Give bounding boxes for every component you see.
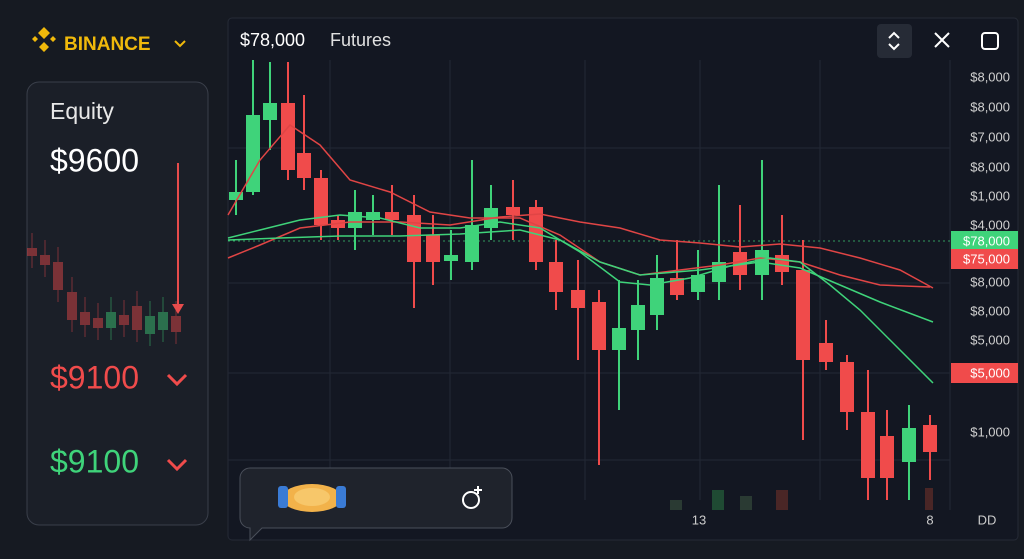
candle-body: [819, 343, 833, 362]
x-axis-label: 8: [926, 512, 933, 527]
x-axis-label: 13: [692, 512, 706, 527]
price-red: $9100: [50, 359, 139, 395]
candle-body: [348, 212, 362, 228]
candles: [229, 60, 937, 500]
candle-body: [444, 255, 458, 261]
y-axis-label: $8,000: [970, 274, 1010, 289]
y-axis-label: $8,000: [970, 303, 1010, 318]
mini-body: [67, 292, 77, 320]
ma-green: [227, 214, 934, 384]
down-arrow-head: [172, 304, 184, 314]
chart-panel: [227, 17, 1019, 541]
candle-body: [229, 192, 243, 200]
price-tag: [951, 363, 1018, 383]
maximize-button[interactable]: [981, 32, 999, 50]
y-axis-label: $1,000: [970, 188, 1010, 203]
sort-button[interactable]: [877, 24, 912, 58]
mini-body: [171, 316, 181, 332]
equity-value: $9600: [50, 142, 139, 178]
chart-price: $78,000: [240, 30, 305, 50]
candle-body: [631, 305, 645, 330]
candle-body: [691, 275, 705, 292]
candle-body: [670, 278, 684, 295]
y-axis-label: $4,000: [970, 217, 1010, 232]
price-tag-label: $75,000: [963, 251, 1010, 266]
mini-body: [53, 262, 63, 290]
candle-body: [314, 178, 328, 225]
y-axis-label: $8,000: [970, 69, 1010, 84]
x-axis-label: DD: [978, 512, 997, 527]
candle-body: [366, 212, 380, 220]
close-button[interactable]: [934, 32, 950, 48]
volume: [670, 488, 933, 510]
candle-body: [612, 328, 626, 350]
y-axis: $8,000 $8,000 $7,000 $8,000 $1,000 $4,000 $8,0…: [951, 69, 1018, 439]
mini-body: [145, 316, 155, 334]
candle-body: [246, 115, 260, 192]
price-green: $9100: [50, 443, 139, 479]
candle-body: [861, 412, 875, 478]
ma-red: [227, 213, 934, 289]
sort-icon: [888, 31, 900, 51]
chart-label: Futures: [330, 30, 391, 50]
candle-body: [297, 153, 311, 178]
mini-body: [158, 312, 168, 330]
candle-body: [650, 278, 664, 315]
brand-menu[interactable]: [174, 40, 186, 48]
price-tag: [951, 231, 1018, 251]
mini-body: [27, 248, 37, 256]
y-axis-label: $5,000: [970, 332, 1010, 347]
y-axis-label: $7,000: [970, 129, 1010, 144]
candle-body: [571, 290, 585, 308]
candle-body: [902, 428, 916, 462]
mini-body: [106, 312, 116, 328]
equity-label: Equity: [50, 98, 114, 124]
price-tag-label: $5,000: [970, 365, 1010, 380]
candle-body: [506, 207, 520, 215]
candle-body: [592, 302, 606, 350]
chevron[interactable]: [166, 458, 188, 472]
mini-body: [80, 312, 90, 325]
mini-body: [40, 255, 50, 265]
brand-logo: [32, 27, 56, 52]
mini-chart: [27, 233, 181, 346]
candle-body: [263, 103, 277, 120]
candle-body: [549, 262, 563, 292]
mini-body: [119, 315, 129, 325]
chevron-red[interactable]: [166, 373, 188, 387]
candle-body: [923, 425, 937, 452]
candle-body: [281, 103, 295, 170]
avatar-button[interactable]: [462, 486, 482, 509]
price-tag: [951, 249, 1018, 269]
brand-name: BINANCE: [64, 34, 151, 55]
handshake-button[interactable]: [278, 484, 346, 512]
mini-body: [132, 306, 142, 330]
candle-body: [385, 212, 399, 220]
price-tag-label: $78,000: [963, 233, 1010, 248]
candle-body: [880, 436, 894, 478]
y-axis-label: $8,000: [970, 159, 1010, 174]
candle-body: [796, 270, 810, 360]
ma-green-slow: [227, 229, 934, 323]
candle-body: [775, 255, 789, 272]
candle-body: [840, 362, 854, 412]
y-axis-label: $8,000: [970, 99, 1010, 114]
candle-body: [465, 225, 479, 262]
equity-card: [26, 81, 209, 526]
mini-body: [93, 318, 103, 328]
y-axis-label: $1,000: [970, 424, 1010, 439]
candle-body: [426, 235, 440, 262]
